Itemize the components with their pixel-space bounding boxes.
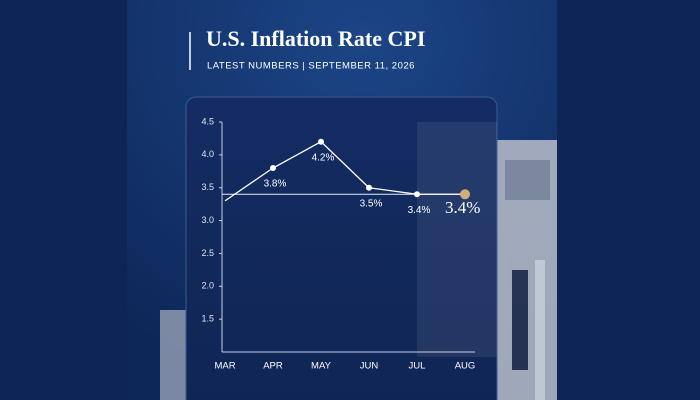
highlight-band [417,122,497,357]
x-tick-label: MAR [214,361,235,372]
value-label: 4.2% [312,152,335,163]
point [318,138,324,145]
x-tick-label: MAY [311,361,332,372]
y-tick-label: 2.5 [201,248,214,258]
y-tick-label: 2.0 [201,281,214,291]
y-tick-label: 3.0 [201,215,214,225]
x-tick-label: JUN [360,361,379,372]
y-tick-label: 3.5 [201,182,214,192]
value-label: 3.4% [408,205,431,216]
value-label: 3.4% [445,198,480,217]
value-label: 3.8% [264,179,287,190]
building [160,140,557,400]
x-tick-label: AUG [455,361,476,372]
x-tick-label: JUL [409,361,426,372]
y-tick-label: 1.5 [201,314,214,324]
chart-title: U.S. Inflation Rate CPI [206,26,425,51]
y-tick-label: 4.5 [201,116,214,126]
point [460,189,470,200]
point [414,191,420,198]
x-tick-label: APR [263,361,283,372]
value-label: 3.5% [360,198,383,209]
line [224,140,465,202]
chart-panel [185,96,498,400]
y-tick-label: 4.0 [201,149,214,159]
point [270,165,276,171]
point [366,184,372,191]
chart-subtitle: LATEST NUMBERS | SEPTEMBER 11, 2026 [207,61,415,72]
